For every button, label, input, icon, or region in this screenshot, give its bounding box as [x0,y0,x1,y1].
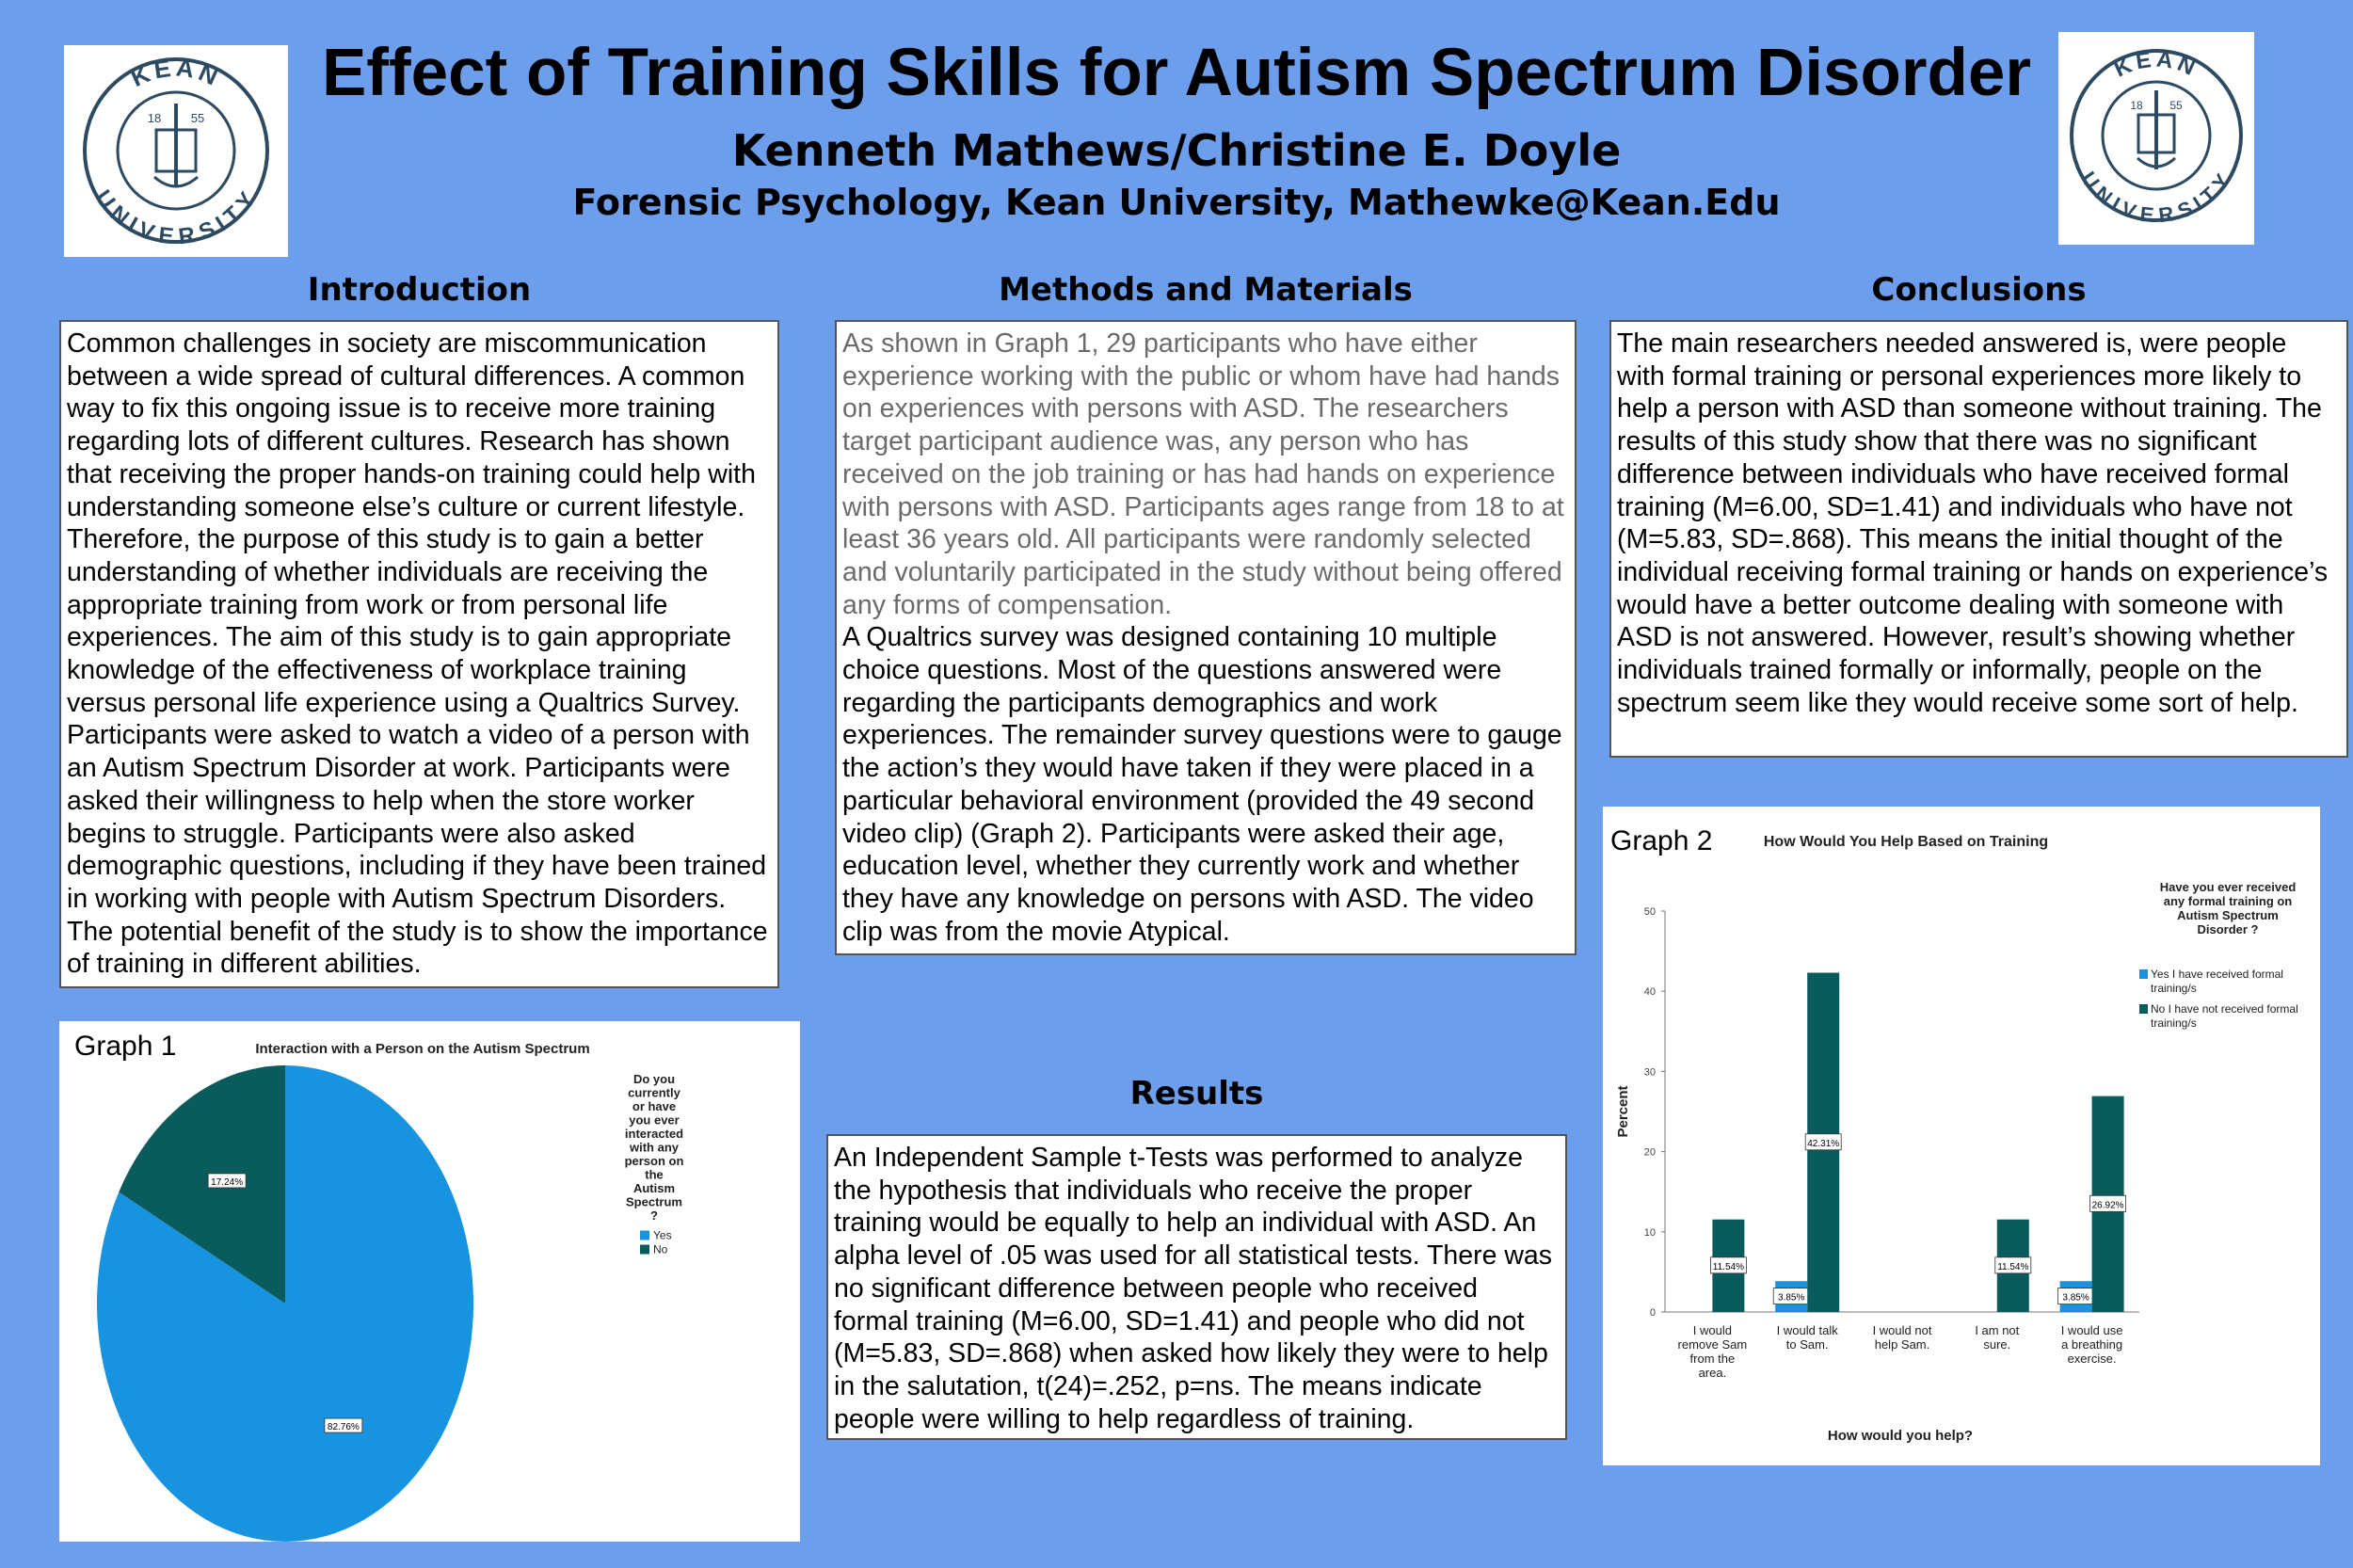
graph2-y-tick-label: 10 [1644,1227,1656,1239]
graph2-y-tick-label: 0 [1650,1307,1656,1319]
graph2-legend-title-line: any formal training on [2164,894,2293,908]
poster-affiliation: Forensic Psychology, Kean University, Ma… [572,182,1781,223]
logo-left-bottom-text: UNIVERSITY [90,185,260,249]
graph2-legend-title-line: Autism Spectrum [2177,908,2279,922]
graph2-y-tick-label: 50 [1644,906,1656,918]
graph1-legend-title-line: the [645,1168,664,1182]
conclusions-heading: Conclusions [1871,271,2087,309]
graph2-legend-swatch [2139,1004,2148,1014]
graph2-legend-item: Yes I have received formal [2151,968,2283,981]
graph1-legend-item: No [653,1243,668,1256]
graph1-legend-swatch [640,1230,649,1240]
graph1-legend-title-line: Spectrum [626,1195,682,1209]
graph1-label: Graph 1 [74,1031,177,1062]
graph2-label-box [1804,1133,1842,1151]
logo-right: KEAN UNIVERSITY 18 55 [2058,32,2254,245]
graph2-data-label: 11.54% [1997,1262,2028,1272]
graph1-pie-chart: Interaction with a Person on the Autism … [97,1041,684,1542]
graph1-legend-title-line: currently [628,1086,680,1100]
graph2-y-tick-label: 40 [1644,986,1656,998]
graph2-y-tick-label: 20 [1644,1147,1656,1159]
pie-label-box [207,1173,247,1189]
graph2-category-label: sure. [1983,1337,2010,1352]
graph2-legend-title-line: Have you ever received [2160,880,2297,894]
results-body: An Independent Sample t-Tests was perfor… [826,1134,1567,1440]
graph1-panel: Graph 1 Interaction with a Person on the… [59,1021,800,1542]
methods-body: As shown in Graph 1, 29 participants who… [835,320,1577,955]
svg-text:UNIVERSITY: UNIVERSITY [90,185,263,249]
graph2-legend-title-line: Disorder ? [2197,922,2258,936]
pie-data-label: 82.76% [328,1422,360,1432]
graph2-legend-swatch [2139,969,2148,979]
graph2-data-label: 26.92% [2092,1200,2124,1210]
graph1-legend-swatch [640,1244,649,1255]
graph2-category-label: exercise. [2068,1352,2117,1366]
conclusions-body: The main researchers needed answered is,… [1609,320,2348,758]
logo-left-year-right: 55 [191,111,204,125]
introduction-body: Common challenges in society are miscomm… [59,320,779,988]
graph2-title: How Would You Help Based on Training [1764,834,2048,850]
graph1-legend-title-line: person on [625,1154,684,1168]
graph2-bar-chart: How Would You Help Based on Training 0 10 2… [1615,834,2298,1444]
pie-slice-yes [97,1065,474,1542]
graph1-title: Interaction with a Person on the Autism … [255,1041,589,1057]
methods-heading: Methods and Materials [999,271,1413,309]
methods-body-part2: A Qualtrics survey was designed containi… [842,622,1562,947]
graph2-category-label: I am not [1975,1323,2019,1337]
pie-data-label: 17.24% [211,1177,243,1188]
graph2-category-label: remove Sam [1678,1337,1748,1352]
graph2-data-label: 3.85% [2062,1293,2089,1304]
graph2-category-label: I would use [2061,1323,2123,1337]
logo-right-year-right: 55 [2169,99,2183,112]
graph1-legend-title-line: you ever [629,1113,679,1128]
graph2-category-label: a breathing [2061,1337,2122,1352]
poster-authors: Kenneth Mathews/Christine E. Doyle [731,125,1622,176]
methods-body-part1: As shown in Graph 1, 29 participants who… [842,328,1564,620]
graph1-legend-title-line: or have [632,1099,676,1113]
logo-right-year-left: 18 [2130,99,2143,112]
graph1-legend-title-line: Do you [633,1072,675,1086]
graph2-category-label: from the [1690,1352,1736,1366]
pie-slice-no [119,1065,285,1304]
graph1-legend-title-line: ? [650,1208,658,1223]
graph1-legend-title-line: Autism [633,1181,675,1195]
graph1-legend-item: Yes [653,1229,672,1242]
graph2-label: Graph 2 [1610,825,1713,856]
graph1-legend-title-line: interacted [625,1127,683,1141]
graph2-y-axis-label: Percent [1615,1085,1631,1137]
pie-label-box [324,1417,363,1433]
logo-left-year-left: 18 [148,111,161,125]
graph2-category-label: area. [1699,1366,1727,1380]
graph2-x-axis-label: How would you help? [1828,1428,1973,1444]
graph2-category-label: to Sam. [1786,1337,1829,1352]
graph2-label-box [1994,1256,2032,1274]
graph2-legend-item: training/s [2151,1016,2197,1030]
graph2-category-label: I would talk [1777,1323,1839,1337]
graph1-legend-title-line: with any [629,1141,680,1155]
graph2-panel: Graph 2 How Would You Help Based on Trai… [1603,807,2320,1465]
introduction-heading: Introduction [307,271,532,309]
poster-title: Effect of Training Skills for Autism Spe… [321,36,2032,110]
logo-left: KEAN UNIVERSITY 18 55 [64,45,288,257]
results-heading: Results [1129,1075,1264,1112]
graph2-data-label: 42.31% [1807,1139,1839,1149]
graph2-legend-item: training/s [2151,982,2197,995]
graph2-category-label: I would not [1873,1323,1932,1337]
graph2-data-label: 11.54% [1713,1262,1744,1272]
graph2-y-tick-label: 30 [1644,1066,1656,1078]
graph2-category-label: I would [1693,1323,1732,1337]
graph2-legend-item: No I have not received formal [2151,1002,2298,1016]
graph2-data-label: 3.85% [1778,1293,1804,1304]
graph2-label-box [2089,1194,2126,1212]
graph2-label-box [1710,1256,1747,1274]
graph2-category-label: help Sam. [1875,1337,1930,1352]
